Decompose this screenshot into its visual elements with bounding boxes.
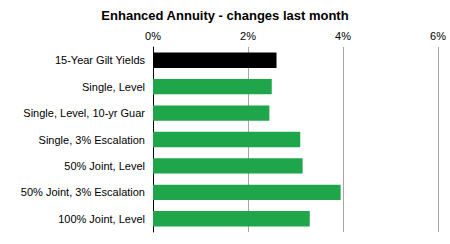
svg-text:Single, Level: Single, Level xyxy=(82,81,145,93)
svg-text:50% Joint, 3% Escalation: 50% Joint, 3% Escalation xyxy=(21,186,145,198)
svg-text:Enhanced Annuity - changes las: Enhanced Annuity - changes last month xyxy=(101,8,348,23)
svg-text:4%: 4% xyxy=(335,30,351,42)
svg-text:6%: 6% xyxy=(430,30,446,42)
svg-text:50% Joint, Level: 50% Joint, Level xyxy=(64,160,145,172)
svg-text:100% Joint, Level: 100% Joint, Level xyxy=(58,213,145,225)
svg-text:Single, Level, 10-yr Guar: Single, Level, 10-yr Guar xyxy=(23,107,145,119)
svg-text:0%: 0% xyxy=(145,30,161,42)
svg-text:2%: 2% xyxy=(240,30,256,42)
svg-text:Single, 3% Escalation: Single, 3% Escalation xyxy=(39,134,145,146)
svg-text:15-Year Gilt Yields: 15-Year Gilt Yields xyxy=(55,54,146,66)
